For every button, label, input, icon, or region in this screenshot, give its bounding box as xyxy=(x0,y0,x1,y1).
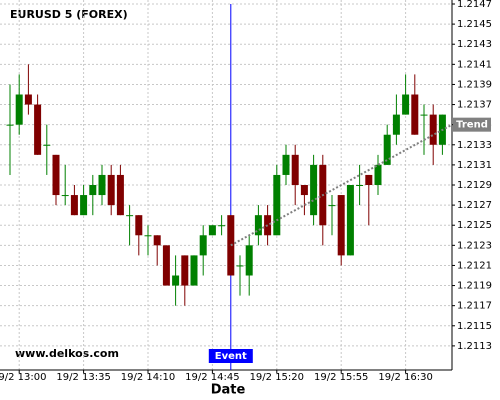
candle-body xyxy=(6,124,14,126)
x-tick-label: 19/2 13:35 xyxy=(56,372,110,383)
candle-body xyxy=(153,235,161,246)
y-tick-label: 1.2113 xyxy=(457,341,492,352)
candle-body xyxy=(282,154,290,175)
y-tick-label: 1.2119 xyxy=(457,281,492,292)
candle-body xyxy=(337,195,345,256)
candle-body xyxy=(98,174,106,196)
candle-body xyxy=(402,94,410,115)
y-tick-label: 1.2131 xyxy=(457,160,492,171)
candle-body xyxy=(24,94,32,105)
candle-body xyxy=(411,94,419,135)
candle-body xyxy=(356,185,364,186)
x-axis-label: Date xyxy=(211,383,246,398)
trend-line xyxy=(230,123,453,247)
candle-body xyxy=(199,235,207,256)
candle-body xyxy=(254,215,262,236)
candle-body xyxy=(420,114,428,116)
candle-body xyxy=(328,205,336,207)
y-tick-label: 1.2129 xyxy=(457,180,492,191)
x-tick-label: 19/2 14:45 xyxy=(185,372,239,383)
y-tick-label: 1.2137 xyxy=(457,100,492,111)
candle-body xyxy=(70,195,78,216)
chart-title: EURUSD 5 (FOREX) xyxy=(10,8,128,21)
candle-body xyxy=(144,235,152,237)
candle-body xyxy=(383,134,391,165)
candle-body xyxy=(346,185,354,256)
y-tick-label: 1.2125 xyxy=(457,220,492,231)
trend-label-box xyxy=(453,117,491,132)
candle-body xyxy=(208,225,216,236)
candle-body xyxy=(374,164,382,185)
x-tick-label: 19/2 16:30 xyxy=(378,372,432,383)
candle-body xyxy=(43,144,51,146)
x-tick-label: 19/2 14:10 xyxy=(121,372,175,383)
candle-body xyxy=(80,195,88,216)
y-tick-label: 1.2115 xyxy=(457,321,492,332)
x-tick-label: 19/2 13:00 xyxy=(0,372,46,383)
candle-body xyxy=(218,225,226,227)
x-tick-label: 19/2 15:55 xyxy=(314,372,368,383)
candle-body xyxy=(392,114,400,135)
candle-body xyxy=(190,255,198,286)
candle-body xyxy=(227,215,235,276)
y-tick-label: 1.2133 xyxy=(457,140,492,151)
candle-body xyxy=(429,114,437,145)
candle-body xyxy=(273,174,281,236)
candle-body xyxy=(116,174,124,216)
candle-body xyxy=(291,154,299,185)
y-tick-label: 1.2147 xyxy=(457,0,492,10)
candle-body xyxy=(89,185,97,196)
y-tick-label: 1.2121 xyxy=(457,260,492,271)
event-label-box xyxy=(208,349,253,363)
y-tick-label: 1.2123 xyxy=(457,240,492,251)
y-tick-label: 1.2139 xyxy=(457,79,492,90)
candle-body xyxy=(61,195,69,197)
trend-label: Trend xyxy=(456,120,488,131)
watermark: www.delkos.com xyxy=(15,347,119,360)
y-tick-label: 1.2145 xyxy=(457,19,492,30)
candle-body xyxy=(172,275,180,286)
candle-body xyxy=(181,255,189,286)
y-tick-label: 1.2127 xyxy=(457,200,492,211)
y-tick-label: 1.2141 xyxy=(457,59,492,70)
candle-body xyxy=(310,164,318,216)
candle-body xyxy=(365,174,373,185)
y-tick-label: 1.2117 xyxy=(457,301,492,312)
candle-body xyxy=(300,185,308,196)
candle-body xyxy=(245,245,253,276)
candle-body xyxy=(162,245,170,286)
candle-body xyxy=(107,174,115,206)
candle-body xyxy=(135,215,143,236)
candle-body xyxy=(34,104,42,155)
candle-body xyxy=(236,265,244,267)
candle-body xyxy=(126,215,134,217)
x-tick-label: 19/2 15:20 xyxy=(250,372,304,383)
candle-body xyxy=(52,154,60,196)
candle-body xyxy=(15,94,23,125)
event-label: Event xyxy=(215,351,247,362)
y-tick-label: 1.2143 xyxy=(457,39,492,50)
